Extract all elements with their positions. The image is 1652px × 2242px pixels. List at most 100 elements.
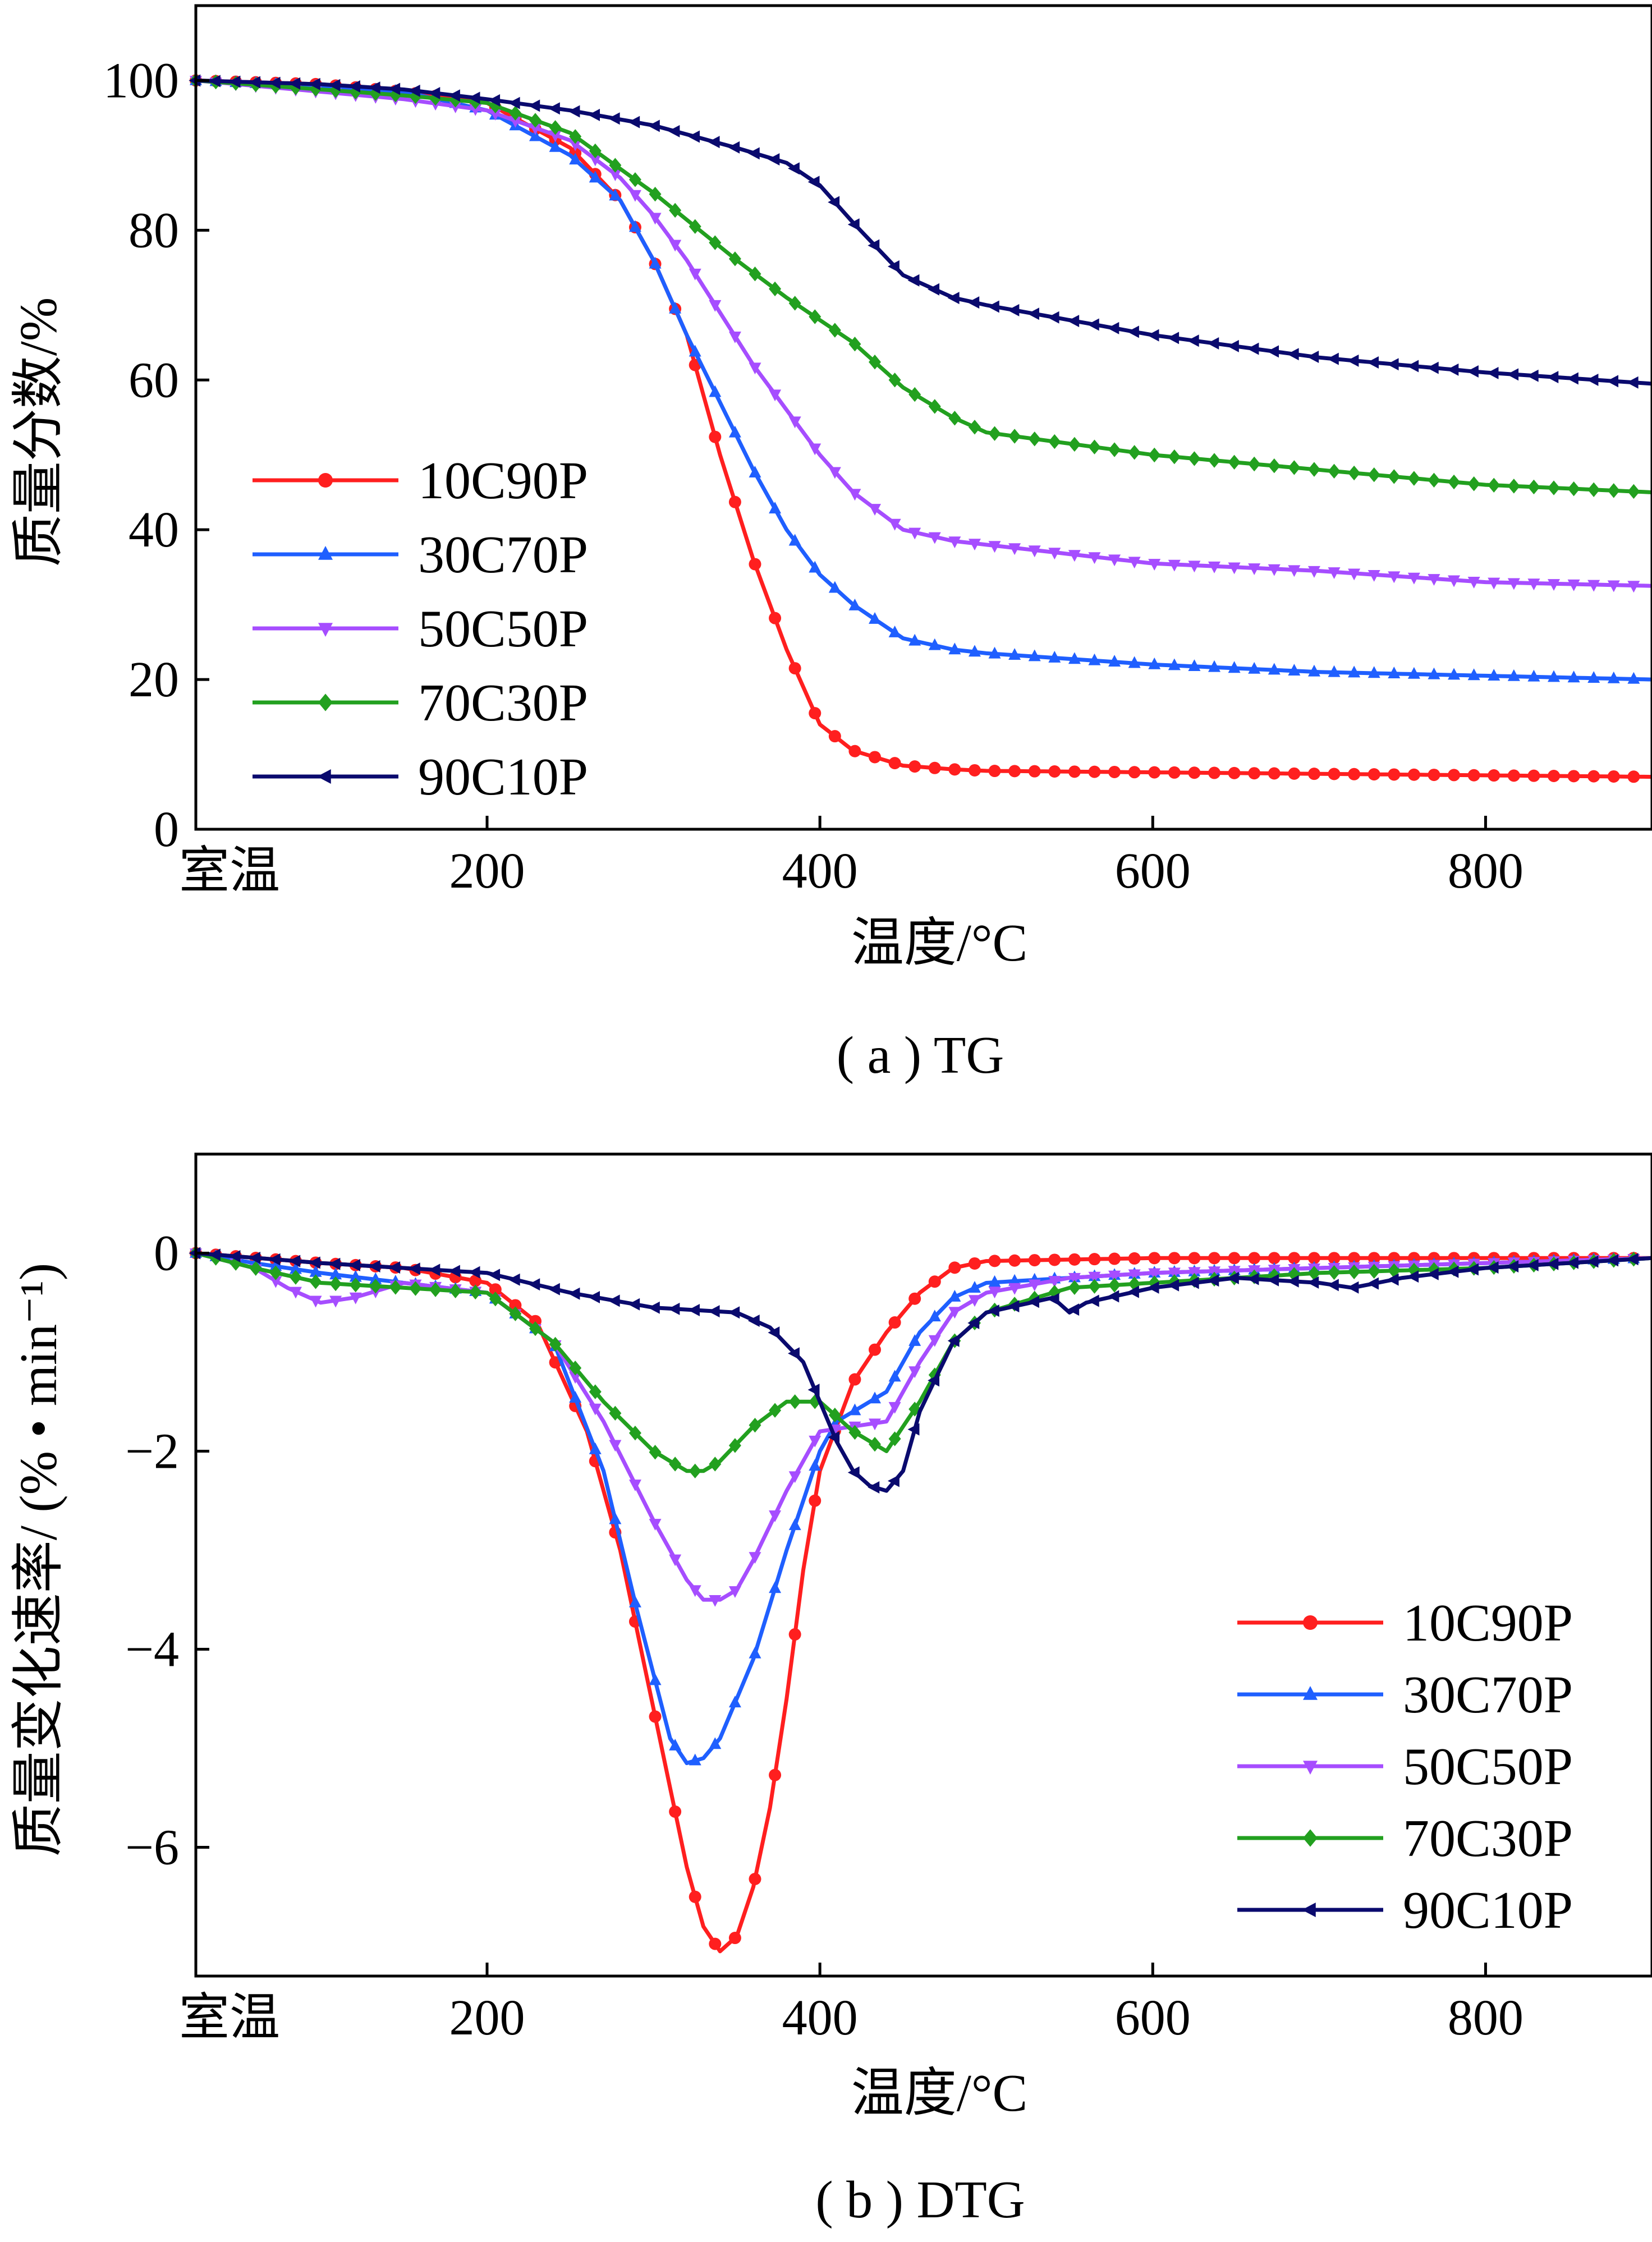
dtg-point-70C30P (569, 1361, 582, 1376)
tg-point-70C30P (968, 420, 981, 435)
tg-point-70C30P (809, 309, 822, 324)
tg-point-90C10P (668, 125, 680, 137)
dtg-point-10C90P (869, 1343, 882, 1356)
tg-y-tick-label: 40 (129, 502, 179, 558)
tg-point-10C90P (869, 751, 882, 764)
dtg-chart: 室温 200 400 600 800 0 −2 −4 −6 10C90P 30C70P 50C50P 7… (10, 1152, 1652, 2229)
dtg-point-90C10P (1486, 1261, 1499, 1274)
dtg-point-90C10P (448, 1265, 460, 1278)
tg-point-70C30P (928, 399, 941, 414)
dtg-point-90C10P (868, 1481, 880, 1494)
tg-point-70C30P (1607, 483, 1620, 498)
dtg-point-90C10P (1607, 1254, 1619, 1267)
tg-plot-frame (194, 4, 1652, 831)
tg-point-90C10P (987, 300, 999, 313)
tg-point-30C70P (769, 502, 782, 514)
tg-point-30C70P (928, 638, 941, 650)
tg-point-50C50P (788, 416, 801, 429)
tg-point-90C10P (1347, 354, 1359, 367)
tg-point-30C70P (1307, 664, 1320, 677)
dtg-point-50C50P (948, 1307, 961, 1319)
dtg-point-10C90P (709, 1937, 722, 1950)
dtg-point-90C10P (747, 1314, 760, 1327)
dtg-point-90C10P (788, 1347, 800, 1360)
dtg-point-90C10P (308, 1256, 320, 1269)
tg-caption: ( a ) TG (837, 1026, 1004, 1085)
tg-legend: 10C90P 30C70P 50C50P 70C30P 90C10P (253, 452, 588, 806)
dtg-point-30C70P (788, 1518, 801, 1531)
dtg-y-tick-label: −4 (125, 1622, 179, 1678)
tg-point-90C10P (928, 283, 940, 296)
dtg-legend-marker-70C30P (1303, 1829, 1318, 1847)
tg-point-50C50P (549, 130, 562, 143)
dtg-point-90C10P (967, 1316, 980, 1329)
tg-legend-marker-30C70P (318, 546, 333, 560)
tg-point-90C10P (408, 84, 420, 97)
tg-point-90C10P (1607, 375, 1619, 388)
tg-point-30C70P (749, 466, 761, 478)
dtg-point-30C70P (649, 1673, 662, 1685)
tg-point-50C50P (1527, 578, 1540, 591)
dtg-point-10C90P (769, 1768, 782, 1781)
tg-point-90C10P (907, 274, 920, 287)
dtg-point-30C70P (848, 1403, 861, 1416)
tg-point-10C90P (1328, 768, 1341, 780)
dtg-point-50C50P (289, 1287, 302, 1299)
tg-point-90C10P (1626, 376, 1639, 389)
dtg-point-90C10P (268, 1253, 281, 1266)
dtg-point-70C30P (728, 1438, 741, 1453)
tg-point-90C10P (788, 162, 800, 175)
tg-point-50C50P (1128, 557, 1141, 569)
tg-point-50C50P (828, 467, 841, 479)
tg-line-30C70P (195, 79, 1652, 682)
tg-point-50C50P (1627, 581, 1640, 593)
tg-point-90C10P (887, 260, 900, 273)
dtg-point-10C90P (788, 1628, 801, 1641)
tg-point-90C10P (468, 91, 480, 104)
tg-point-90C10P (628, 116, 640, 128)
dtg-point-90C10P (1047, 1293, 1059, 1306)
tg-point-70C30P (709, 235, 722, 250)
tg-point-70C30P (1068, 437, 1081, 452)
tg-point-90C10P (1247, 342, 1259, 355)
dtg-point-90C10P (807, 1384, 820, 1396)
tg-y-tick-label: 0 (154, 802, 179, 857)
tg-point-50C50P (948, 536, 961, 549)
tg-point-50C50P (769, 389, 782, 402)
tg-point-90C10P (1027, 307, 1039, 320)
dtg-point-90C10P (1586, 1255, 1599, 1268)
tg-point-90C10P (1467, 365, 1479, 378)
tg-point-50C50P (689, 268, 701, 281)
dtg-point-10C90P (1148, 1252, 1161, 1265)
tg-point-50C50P (1348, 568, 1361, 581)
tg-point-30C70P (1168, 658, 1181, 670)
dtg-point-50C50P (728, 1586, 741, 1598)
tg-point-70C30P (1467, 476, 1480, 491)
tg-point-30C70P (549, 140, 562, 152)
dtg-point-90C10P (1307, 1276, 1319, 1289)
dtg-point-50C50P (1028, 1279, 1041, 1292)
tg-point-10C90P (948, 763, 961, 776)
tg-point-50C50P (1048, 548, 1061, 560)
tg-point-30C70P (529, 129, 542, 141)
tg-point-70C30P (1268, 458, 1281, 474)
tg-point-90C10P (1167, 332, 1180, 344)
dtg-series-90C10P (189, 1247, 1652, 1494)
dtg-point-70C30P (1307, 1266, 1320, 1281)
dtg-point-90C10P (1547, 1257, 1559, 1270)
tg-y-tick-label: 60 (129, 352, 179, 408)
tg-point-90C10P (228, 75, 241, 88)
tg-point-70C30P (1088, 439, 1101, 454)
tg-point-10C90P (1467, 769, 1480, 782)
dtg-point-70C30P (689, 1463, 701, 1479)
tg-point-90C10P (947, 292, 960, 305)
dtg-point-30C70P (948, 1289, 961, 1302)
tg-point-70C30P (1148, 447, 1161, 463)
tg-point-90C10P (807, 176, 820, 189)
tg-point-70C30P (1248, 456, 1261, 472)
tg-point-30C70P (1068, 652, 1081, 664)
tg-point-50C50P (1168, 559, 1181, 572)
tg-point-50C50P (888, 518, 901, 531)
tg-point-30C70P (869, 612, 882, 624)
dtg-point-50C50P (1148, 1268, 1161, 1280)
